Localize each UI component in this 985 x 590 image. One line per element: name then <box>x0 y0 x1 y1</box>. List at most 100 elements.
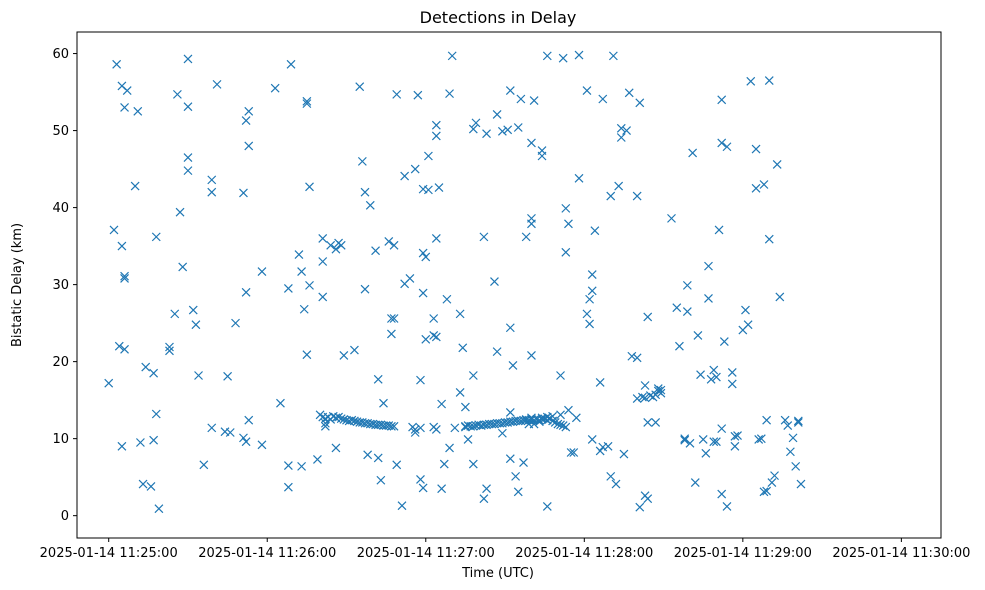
data-point <box>138 479 148 489</box>
data-point <box>556 410 565 420</box>
data-point <box>331 244 341 254</box>
data-point <box>574 50 584 60</box>
data-point <box>318 257 328 266</box>
data-point <box>767 478 777 487</box>
x-tick-label: 2025-01-14 11:26:00 <box>198 546 336 561</box>
data-point <box>616 133 626 142</box>
x-tick-label: 2025-01-14 11:30:00 <box>832 546 970 561</box>
data-point <box>704 294 713 303</box>
data-point <box>711 437 721 447</box>
data-point <box>151 409 161 419</box>
data-point <box>357 156 367 166</box>
data-point <box>339 351 349 360</box>
data-point <box>785 447 795 457</box>
data-point <box>120 103 129 112</box>
data-point <box>751 144 761 154</box>
data-point <box>418 248 428 258</box>
data-point <box>558 421 568 430</box>
y-tick-label: 50 <box>52 124 69 139</box>
data-point <box>759 487 769 497</box>
data-point <box>527 351 536 360</box>
data-point <box>339 414 349 424</box>
data-point <box>635 502 645 512</box>
data-point <box>318 292 328 302</box>
data-point <box>537 146 547 156</box>
data-point <box>701 448 711 458</box>
data-point <box>416 475 425 484</box>
data-point <box>257 440 267 450</box>
data-point <box>643 494 653 504</box>
data-point <box>743 320 753 330</box>
data-point <box>244 141 254 151</box>
data-point <box>651 418 661 427</box>
data-point <box>616 123 626 133</box>
data-point <box>505 408 515 417</box>
data-point <box>149 435 159 445</box>
data-point <box>550 418 560 427</box>
data-point <box>207 423 217 433</box>
data-point <box>437 399 447 409</box>
data-markers <box>104 50 806 514</box>
data-point <box>685 438 695 448</box>
data-point <box>418 288 428 298</box>
data-point <box>521 414 531 424</box>
data-point <box>431 424 441 434</box>
x-tick-label: 2025-01-14 11:27:00 <box>357 546 495 561</box>
data-point <box>283 284 293 293</box>
data-point <box>751 183 761 193</box>
data-point <box>421 334 431 344</box>
data-point <box>178 262 188 272</box>
data-point <box>569 448 579 457</box>
data-point <box>384 237 394 246</box>
data-point <box>746 76 756 86</box>
data-point <box>574 173 584 183</box>
y-axis-label: Bistatic Delay (km) <box>10 223 25 347</box>
data-point <box>165 346 174 356</box>
data-point <box>257 267 267 276</box>
data-point <box>313 455 322 464</box>
data-point <box>294 250 304 260</box>
data-point <box>363 450 373 460</box>
data-point <box>455 388 465 397</box>
data-point <box>244 106 254 116</box>
x-tick-label: 2025-01-14 11:29:00 <box>674 546 812 561</box>
data-point <box>717 95 727 105</box>
data-point <box>571 413 581 423</box>
chart-title: Detections in Delay <box>420 8 577 27</box>
data-point <box>207 175 217 185</box>
data-point <box>350 345 359 355</box>
data-point <box>556 371 565 380</box>
data-point <box>709 365 719 375</box>
data-point <box>793 416 803 426</box>
data-point <box>320 421 330 431</box>
data-point <box>336 240 346 250</box>
data-point <box>442 294 452 304</box>
data-point <box>463 434 473 444</box>
data-point <box>194 371 203 380</box>
data-point <box>460 402 470 412</box>
data-point <box>516 94 526 104</box>
data-point <box>392 89 402 99</box>
data-point <box>336 414 346 424</box>
data-point <box>598 94 608 104</box>
data-point <box>270 83 280 93</box>
data-point <box>183 153 193 162</box>
data-point <box>120 271 129 281</box>
data-point <box>717 138 727 148</box>
data-point <box>643 312 653 322</box>
data-point <box>458 343 468 353</box>
data-point <box>225 428 235 437</box>
data-point <box>711 372 721 382</box>
data-point <box>622 126 632 136</box>
data-point <box>413 90 423 100</box>
data-point <box>619 449 629 459</box>
data-point <box>360 187 370 197</box>
data-point <box>764 234 774 244</box>
data-point <box>727 367 737 377</box>
data-point <box>117 241 127 251</box>
y-axis-ticks: 0 10 20 30 40 50 60 <box>52 47 77 524</box>
data-point <box>326 240 336 250</box>
data-point <box>682 307 692 316</box>
data-point <box>297 461 307 471</box>
